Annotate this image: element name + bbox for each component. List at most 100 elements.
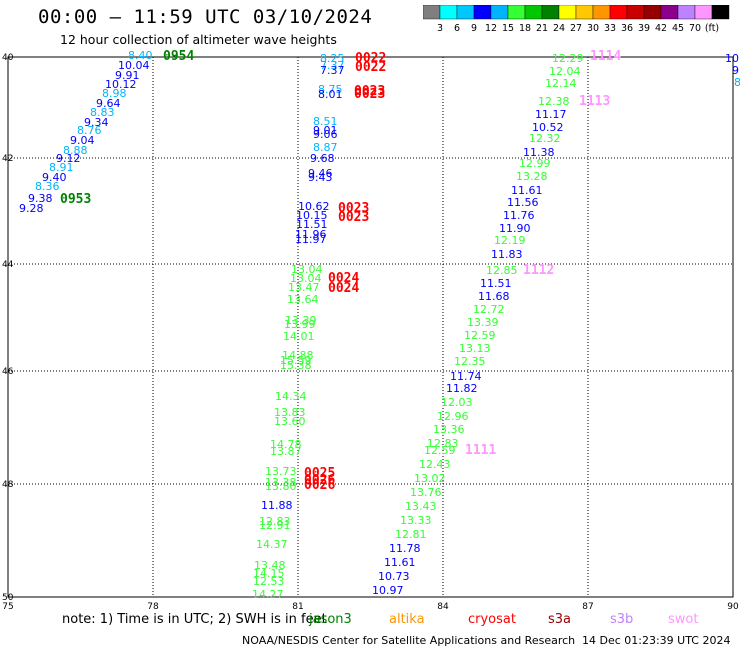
wave-height-reading: 9.43 — [308, 171, 333, 184]
wave-height-reading: 12.19 — [494, 234, 526, 247]
wave-height-reading: 12.53 — [253, 575, 285, 588]
wave-height-reading: 10.97 — [372, 584, 404, 597]
lat-tick-label: 50 — [2, 593, 14, 603]
wave-height-reading: 12.43 — [419, 458, 451, 471]
lon-tick-label: 78 — [147, 602, 159, 610]
wave-height-reading: 13.36 — [433, 423, 465, 436]
wave-height-reading: 13.04 — [290, 272, 322, 285]
colorbar-label: (ft) — [705, 23, 719, 34]
colorbar-label: 15 — [502, 23, 514, 34]
wave-height-reading: 10.62 — [298, 200, 330, 213]
wave-height-reading: 14.37 — [256, 538, 288, 551]
colorbar-label: 70 — [689, 23, 701, 34]
wave-height-reading: 11.78 — [389, 542, 421, 555]
lat-tick-label: 46 — [2, 367, 14, 377]
credit-line: NOAA/NESDIS Center for Satellite Applica… — [242, 634, 576, 647]
wave-height-reading: 8.01 — [318, 88, 343, 101]
satellite-legend-item: swot — [668, 612, 699, 627]
wave-height-reading: 9.01 — [313, 124, 338, 137]
colorbar-label: 24 — [553, 23, 565, 34]
wave-height-reading: 11.51 — [480, 277, 512, 290]
wave-height-reading: 13.99 — [284, 318, 316, 331]
wave-height-map: 75 78 81 84 87 904042444648508.4010.049.9110.… — [2, 49, 740, 610]
wave-height-reading: 12.38 — [538, 95, 570, 108]
wave-height-reading: 10 — [725, 52, 739, 65]
wave-height-reading: 14.15 — [253, 567, 285, 580]
wave-height-reading: 10.15 — [296, 209, 328, 222]
colorbar-label: 12 — [485, 23, 497, 34]
wave-height-reading: 11.61 — [511, 184, 543, 197]
wave-height-reading: 14.01 — [283, 330, 315, 343]
wave-height-reading: 15.38 — [280, 359, 312, 372]
wave-height-reading: 11.76 — [503, 209, 535, 222]
page-subtitle: 12 hour collection of altimeter wave hei… — [60, 32, 337, 47]
wave-height-reading: 9.38 — [28, 192, 53, 205]
wave-height-reading: 10.12 — [105, 78, 137, 91]
wave-height-reading: 9.91 — [115, 69, 140, 82]
satellite-legend-item: altika — [389, 612, 425, 627]
pass-time-label: 0026 — [304, 478, 335, 493]
colorbar-label: 45 — [672, 23, 684, 34]
pass-time-label: 0023 — [338, 201, 369, 216]
wave-height-reading: 13.60 — [274, 415, 306, 428]
wave-height-reading: 12.29 — [552, 52, 584, 65]
wave-height-reading: 8.87 — [313, 141, 338, 154]
pass-time-label: 0022 — [355, 60, 386, 75]
color-scale-legend: 3 6 9 12 15 18 21 24 27 30 33 36 39 42 45 70 (ft) — [423, 5, 730, 34]
lat-tick-label: 42 — [2, 154, 13, 164]
satellite-legend-item: s3b — [610, 612, 634, 627]
pass-time-label: 0024 — [328, 281, 359, 296]
wave-height-reading: 13.83 — [274, 406, 306, 419]
colorbar-label: 30 — [587, 23, 599, 34]
wave-height-reading: 8.83 — [90, 106, 115, 119]
wave-height-reading: 12.81 — [395, 528, 427, 541]
colorbar-label: 18 — [519, 23, 531, 34]
wave-height-reading: 8.88 — [63, 144, 88, 157]
pass-time-label: 0023 — [338, 210, 369, 225]
wave-height-reading: 13.39 — [467, 316, 499, 329]
colorbar-swatch — [711, 5, 730, 20]
wave-height-reading: 10.04 — [118, 59, 150, 72]
wave-height-reading: 8 — [734, 76, 740, 89]
wave-height-reading: 11.56 — [507, 196, 539, 209]
pass-time-label: 0022 — [355, 51, 386, 66]
wave-height-reading: 10.52 — [532, 121, 564, 134]
lon-tick-label: 84 — [437, 602, 449, 610]
wave-height-reading: 13.28 — [516, 170, 548, 183]
wave-height-reading: 11.74 — [450, 370, 482, 383]
wave-height-reading: 13.80 — [265, 480, 297, 493]
wave-height-reading: 12.85 — [486, 264, 518, 277]
wave-height-reading: 11.68 — [478, 290, 510, 303]
lat-tick-label: 40 — [2, 53, 14, 63]
wave-height-reading: 14.34 — [275, 390, 307, 403]
pass-time-label: 0025 — [304, 466, 335, 481]
pass-time-label: 0023 — [354, 87, 385, 102]
satellite-legend-item: cryosat — [468, 612, 516, 627]
wave-height-reading: 11.97 — [295, 233, 327, 246]
wave-height-reading: 11.51 — [296, 218, 328, 231]
colorbar-label: 36 — [621, 23, 633, 34]
wave-height-reading: 14.78 — [270, 438, 302, 451]
wave-height-reading: 13.43 — [405, 500, 437, 513]
lon-tick-label: 90 — [727, 602, 739, 610]
wave-height-reading: 8.36 — [35, 180, 60, 193]
wave-height-reading: 12.14 — [545, 77, 577, 90]
wave-height-reading: 11.83 — [491, 248, 523, 261]
wave-height-reading: 9.40 — [42, 171, 67, 184]
wave-height-reading: 12.35 — [454, 355, 486, 368]
colorbar-label: 42 — [655, 23, 667, 34]
wave-height-reading: 9.04 — [70, 134, 95, 147]
colorbar-label: 33 — [604, 23, 616, 34]
wave-height-reading: 9.12 — [56, 152, 81, 165]
pass-time-label: 0026 — [304, 473, 335, 488]
wave-height-reading: 13.39 — [285, 314, 317, 327]
wave-height-reading: 12.83 — [259, 515, 291, 528]
pass-time-label: 0023 — [354, 84, 385, 99]
wave-height-reading: 8.91 — [49, 161, 74, 174]
wave-height-reading: 7.37 — [320, 64, 345, 77]
wave-height-reading: 13.64 — [287, 293, 319, 306]
wave-height-reading: 12.96 — [437, 410, 469, 423]
wave-height-reading: 8.51 — [313, 115, 338, 128]
wave-height-reading: 9.46 — [308, 167, 333, 180]
wave-height-reading: 9.28 — [19, 202, 44, 215]
